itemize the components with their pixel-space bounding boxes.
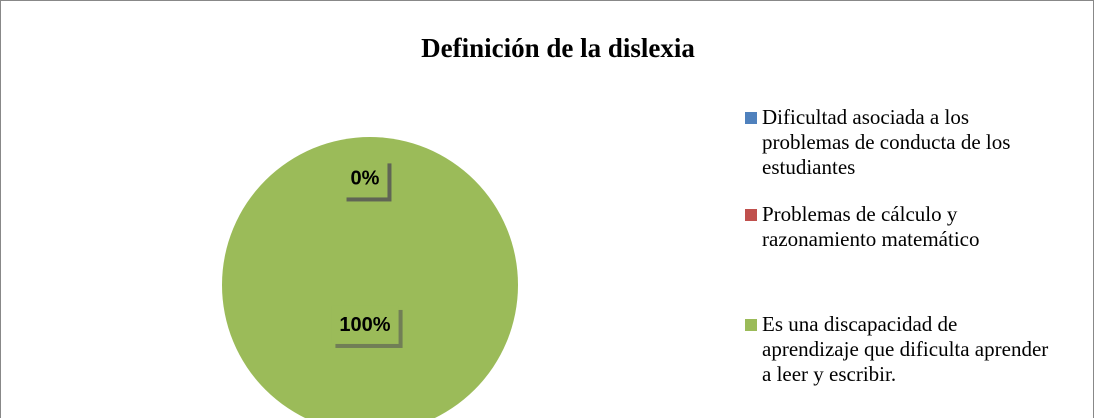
legend-label: Es una discapacidad de aprendizaje que d… [762,312,1049,386]
data-label-text: 100% [339,314,390,336]
legend-item: Dificultad asociada a los problemas de c… [745,105,1052,180]
legend-item: Es una discapacidad de aprendizaje que d… [745,312,1052,387]
pie-slice [222,137,518,418]
chart-title: Definición de la dislexia [421,33,695,63]
label-box [342,159,388,198]
label-box [331,305,399,344]
legend-swatch [745,319,757,331]
data-label: 100% [331,305,403,348]
data-label: 0% [342,159,392,202]
legend-label: Dificultad asociada a los problemas de c… [762,105,1011,179]
data-label-text: 0% [351,168,380,190]
legend-swatch [745,209,757,221]
legend-swatch [745,112,757,124]
legend-item: Problemas de cálculo y razonamiento mate… [745,202,1052,252]
legend-label: Problemas de cálculo y razonamiento mate… [762,202,980,251]
